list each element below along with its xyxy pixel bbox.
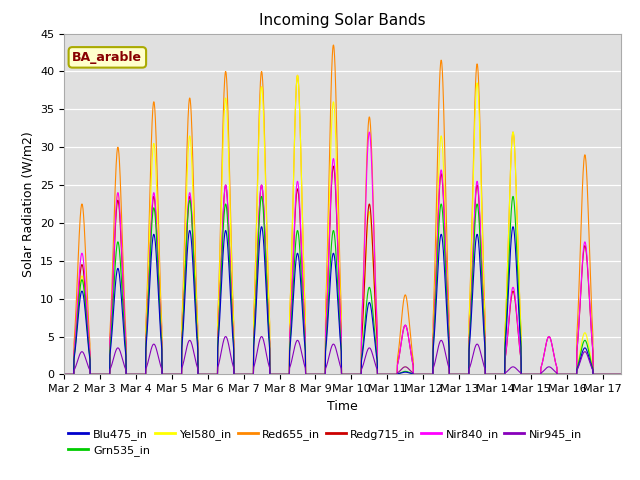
Legend: Blu475_in, Grn535_in, Yel580_in, Red655_in, Redg715_in, Nir840_in, Nir945_in: Blu475_in, Grn535_in, Yel580_in, Red655_…: [64, 424, 587, 460]
Y-axis label: Solar Radiation (W/m2): Solar Radiation (W/m2): [22, 131, 35, 277]
Title: Incoming Solar Bands: Incoming Solar Bands: [259, 13, 426, 28]
X-axis label: Time: Time: [327, 400, 358, 413]
Text: BA_arable: BA_arable: [72, 51, 142, 64]
